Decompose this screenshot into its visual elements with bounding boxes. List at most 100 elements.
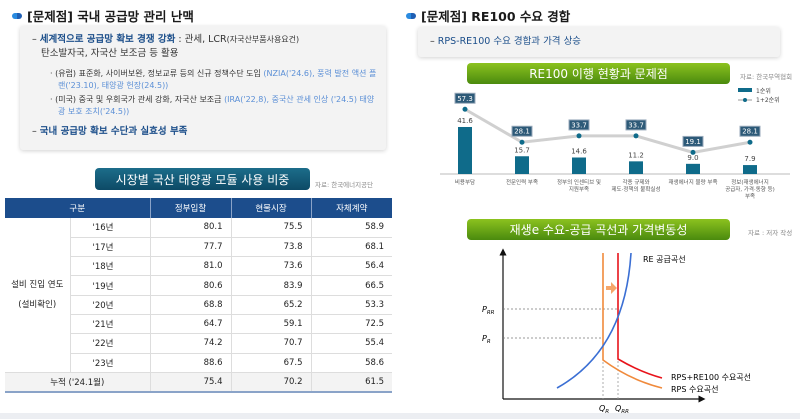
line-series-1plus2 bbox=[464, 107, 751, 154]
bar-rank1 bbox=[743, 165, 757, 174]
p-r-label: PR bbox=[482, 334, 491, 345]
table-row: '20년 68.8 65.2 53.3 bbox=[5, 295, 392, 315]
value-cell: 70.7 bbox=[231, 333, 312, 354]
line-label-box bbox=[454, 92, 476, 104]
value-cell: 80.1 bbox=[150, 218, 232, 238]
supply-demand-diagram: RE 공급곡선 RPS+RE100 수요곡선 RPS 수요곡선 PRR PR Q… bbox=[482, 248, 751, 415]
sub-eu-link: (NZIA('24.6), 풍력 발전 액션 플랜('23.10), 태양광 헌… bbox=[58, 69, 377, 90]
line-point bbox=[519, 139, 525, 145]
bar-rank1 bbox=[686, 163, 700, 174]
line-value-label: 28.1 bbox=[514, 128, 530, 136]
bar-value-label: 14.6 bbox=[571, 148, 587, 156]
line-value-label: 28.1 bbox=[742, 128, 758, 136]
year-cell: '19년 bbox=[70, 275, 151, 296]
year-cell: '17년 bbox=[70, 237, 151, 258]
value-cell: 68.8 bbox=[150, 295, 232, 315]
bullet-icon bbox=[406, 12, 416, 19]
category-label: 비용부담 bbox=[455, 178, 475, 186]
value-cell: 68.1 bbox=[311, 237, 392, 258]
bullet-1-strong: 세계적으로 공급망 확보 경쟁 강화 bbox=[39, 34, 176, 45]
line-point bbox=[576, 133, 582, 139]
bar-value-label: 15.7 bbox=[514, 146, 530, 154]
table-row: '17년 77.7 73.8 68.1 bbox=[5, 237, 392, 258]
bar-rank1 bbox=[629, 161, 643, 174]
header-spot: 현물시장 bbox=[231, 198, 312, 218]
table-row: '22년 74.2 70.7 55.4 bbox=[5, 333, 392, 354]
left-heading-text: [문제점] 국내 공급망 관리 난맥 bbox=[27, 9, 194, 24]
line-point bbox=[690, 149, 696, 155]
value-cell: 59.1 bbox=[231, 314, 312, 335]
legend-bar-swatch bbox=[738, 88, 752, 92]
value-cell: 58.9 bbox=[311, 218, 392, 238]
bar-rank1 bbox=[515, 156, 529, 174]
right-heading: [문제점] RE100 수요 경합 bbox=[406, 6, 570, 25]
footer-band bbox=[0, 413, 800, 419]
year-cell: '23년 bbox=[70, 353, 151, 373]
value-cell: 64.7 bbox=[150, 314, 232, 335]
q-r-label: QR bbox=[599, 404, 609, 415]
table-title: 시장별 국산 태양광 모듈 사용 비중 bbox=[95, 168, 310, 190]
right-heading-text: [문제점] RE100 수요 경합 bbox=[421, 9, 571, 24]
line-label-box bbox=[739, 125, 761, 137]
value-cell: 88.6 bbox=[150, 353, 232, 373]
value-cell: 81.0 bbox=[150, 256, 232, 277]
table-row: 설비 진입 연도 (설비확인) '16년 80.1 75.5 58.9 bbox=[5, 218, 392, 373]
chart1-title: RE100 이행 현황과 문제점 bbox=[467, 63, 730, 84]
right-summary-box: – RPS-RE100 수요 경합과 가격 상승 bbox=[418, 27, 780, 57]
line-point bbox=[633, 133, 639, 139]
value-cell: 80.6 bbox=[150, 275, 232, 296]
bar-value-label: 9.0 bbox=[687, 154, 698, 162]
chart1-source: 자료: 한국무역협회 bbox=[740, 73, 793, 81]
rps-demand-curve bbox=[602, 253, 663, 389]
category-label: 정보(재생에너지 공급자, 가격·동향 등) 부족 bbox=[725, 178, 775, 200]
bullet-icon bbox=[12, 12, 22, 19]
header-category: 구분 bbox=[5, 198, 151, 218]
legend-line-marker bbox=[743, 98, 747, 102]
value-cell: 66.5 bbox=[311, 275, 392, 296]
line-label-box bbox=[625, 119, 647, 131]
total-label: 누적 ('24.1월) bbox=[5, 372, 151, 393]
bullet-1-rest: : 관세, LCR bbox=[175, 34, 227, 45]
value-cell: 55.4 bbox=[311, 333, 392, 354]
sub-eu-text: (유럽) 표준화, 사이버보완, 정보교류 등의 신규 정책수단 도입 bbox=[55, 69, 264, 78]
re-supply-curve bbox=[556, 252, 632, 389]
sub-bullet-eu: · (유럽) 표준화, 사이버보완, 정보교류 등의 신규 정책수단 도입 (N… bbox=[50, 69, 377, 90]
year-cell: '21년 bbox=[70, 314, 151, 335]
bullet-1: – 세계적으로 공급망 확보 경쟁 강화 : 관세, LCR(자국산부품사용요건… bbox=[32, 34, 300, 59]
line-value-label: 57.3 bbox=[457, 95, 473, 103]
value-cell: 83.9 bbox=[231, 275, 312, 296]
value-cell: 75.5 bbox=[231, 218, 312, 238]
table-source: 자료: 한국에너지공단 bbox=[315, 181, 374, 189]
bullet-1-line2: 탄소발자국, 자국산 보조금 등 활용 bbox=[41, 48, 179, 59]
right-bullet-text: RPS-RE100 수요 경합과 가격 상승 bbox=[437, 36, 582, 47]
bar-rank1 bbox=[458, 126, 472, 174]
category-label: 전문인력 부족 bbox=[506, 178, 538, 186]
value-cell: 73.6 bbox=[231, 256, 312, 277]
supply-label: RE 공급곡선 bbox=[643, 255, 686, 264]
line-value-label: 19.1 bbox=[685, 138, 701, 146]
bullet-2-text: 국내 공급망 확보 수단과 실효성 부족 bbox=[39, 126, 188, 137]
legend-line-label: 1+2순위 bbox=[756, 96, 780, 104]
table-row: '19년 80.6 83.9 66.5 bbox=[5, 275, 392, 296]
category-label: 정부의 인센티브 및 지원부족 bbox=[557, 178, 601, 193]
p-rr-label: PRR bbox=[482, 305, 495, 316]
demand-high-label: RPS+RE100 수요곡선 bbox=[671, 373, 751, 382]
line-label-box bbox=[568, 119, 590, 131]
year-cell: '16년 bbox=[70, 218, 151, 238]
value-cell: 53.3 bbox=[311, 295, 392, 315]
bar-value-label: 41.6 bbox=[457, 117, 473, 125]
total-cell: 61.5 bbox=[311, 372, 392, 393]
sub-bullet-us: · (미국) 중국 및 우회국가 관세 강화, 자국산 보조금 (IRA('22… bbox=[50, 95, 375, 116]
table-row: '23년 88.6 67.5 58.6 bbox=[5, 353, 392, 373]
value-cell: 67.5 bbox=[231, 353, 312, 373]
rps-re100-demand-curve bbox=[617, 253, 663, 379]
bar-rank1 bbox=[572, 157, 586, 174]
line-label-box bbox=[511, 125, 533, 137]
bullet-2: – 국내 공급망 확보 수단과 실효성 부족 bbox=[32, 126, 188, 137]
total-cell: 75.4 bbox=[150, 372, 232, 393]
value-cell: 77.7 bbox=[150, 237, 232, 258]
left-heading: [문제점] 국내 공급망 관리 난맥 bbox=[12, 6, 194, 25]
q-rr-label: QRR bbox=[615, 404, 629, 415]
year-cell: '20년 bbox=[70, 295, 151, 315]
table-header-row: 구분 정부입찰 현물시장 자체계약 bbox=[5, 198, 392, 218]
